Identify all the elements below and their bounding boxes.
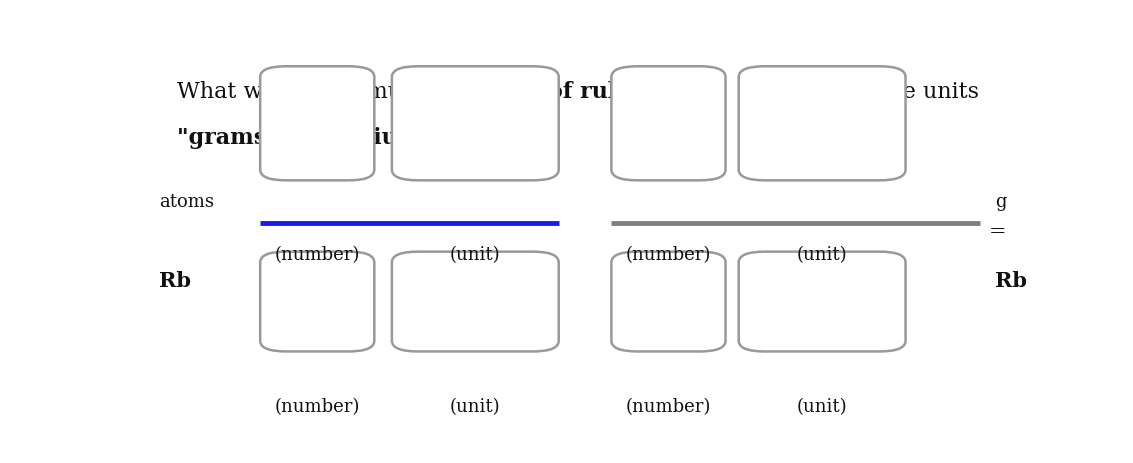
Text: (number): (number) (274, 398, 360, 416)
Text: "atoms of rubidium": "atoms of rubidium" (453, 81, 707, 102)
FancyBboxPatch shape (392, 66, 559, 180)
FancyBboxPatch shape (392, 251, 559, 351)
Text: (unit): (unit) (796, 246, 847, 264)
Text: g: g (995, 193, 1006, 211)
Text: Rb: Rb (995, 271, 1028, 291)
FancyBboxPatch shape (261, 66, 374, 180)
Text: by to get the units: by to get the units (765, 81, 979, 102)
Text: Rb: Rb (159, 271, 191, 291)
Text: (unit): (unit) (796, 398, 847, 416)
Text: "grams of rubidium": "grams of rubidium" (177, 127, 433, 149)
Text: (number): (number) (274, 246, 360, 264)
Text: (unit): (unit) (450, 398, 501, 416)
Text: atoms: atoms (159, 193, 214, 211)
Text: ?: ? (453, 127, 472, 149)
Text: (unit): (unit) (450, 246, 501, 264)
FancyBboxPatch shape (612, 251, 725, 351)
Text: What would you multiply: What would you multiply (177, 81, 467, 102)
FancyBboxPatch shape (261, 251, 374, 351)
FancyBboxPatch shape (612, 66, 725, 180)
Text: (number): (number) (625, 246, 712, 264)
FancyBboxPatch shape (739, 251, 905, 351)
FancyBboxPatch shape (739, 66, 905, 180)
Text: =: = (989, 222, 1006, 241)
Text: (number): (number) (625, 398, 712, 416)
